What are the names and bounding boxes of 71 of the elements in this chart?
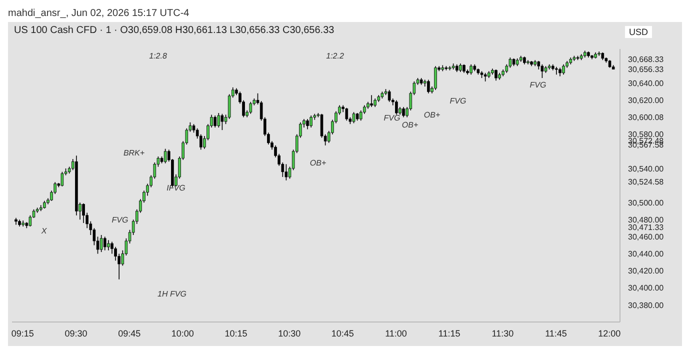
candlestick	[388, 90, 391, 102]
candlestick	[100, 234, 103, 252]
x-tick-label: 10:45	[331, 328, 354, 338]
y-tick-label: 30,524.58	[628, 177, 664, 186]
candlestick	[199, 134, 202, 150]
x-tick-label: 11:30	[492, 328, 514, 338]
x-tick-label: 10:00	[171, 328, 194, 338]
y-tick-label: 30,640.00	[628, 78, 664, 88]
annotation: X	[40, 226, 48, 236]
annotation: FVG	[110, 216, 130, 224]
annotation: BRK+	[122, 148, 146, 158]
y-tick-label: 30,600.08	[628, 113, 664, 122]
candlestick	[214, 115, 216, 128]
x-tick-label: 11:15	[438, 328, 460, 338]
candlestick	[370, 94, 373, 108]
y-tick-label: 30,620.00	[628, 96, 664, 106]
y-tick-label: 30,471.33	[628, 222, 664, 232]
x-tick-label: 09:15	[11, 328, 34, 338]
y-tick-label: 30,540.00	[628, 164, 664, 174]
candlestick	[107, 240, 110, 251]
chart-subtitle: mahdi_ansr_, Jun 02, 2026 15:17 UTC-4	[8, 8, 190, 21]
candlestick	[395, 100, 398, 116]
annotation: 1:2.8	[148, 52, 168, 60]
candlestick	[434, 66, 437, 90]
candlestick	[60, 171, 64, 187]
candlestick	[310, 115, 312, 128]
annotation: 1H FVG	[156, 290, 188, 298]
candlestick	[249, 101, 252, 114]
y-tick-label: 30,580.00	[628, 130, 664, 140]
x-tick-label: 11:45	[545, 328, 567, 338]
annotation: OB+	[422, 110, 442, 120]
candlestick	[540, 64, 544, 78]
annotation: OB+	[308, 158, 328, 168]
annotation: FVG	[382, 114, 402, 122]
candlestick	[494, 69, 498, 81]
annotation: 1:2.2	[325, 52, 345, 60]
candlestick	[402, 106, 405, 118]
y-tick-label: 30,440.00	[628, 250, 664, 259]
x-tick-label: 11:00	[385, 328, 407, 338]
candlestick	[220, 113, 224, 130]
candlestick	[555, 66, 558, 75]
candlestick	[470, 64, 472, 75]
candlestick	[284, 164, 288, 181]
x-tick-label: 09:45	[118, 328, 141, 338]
x-tick-label: 10:30	[278, 328, 301, 338]
candlestick	[217, 112, 220, 128]
candlestick	[28, 214, 32, 227]
annotation: OB+	[400, 120, 420, 130]
y-tick-label: 30,380.00	[628, 300, 664, 310]
y-tick-label: 30,656.33	[628, 65, 664, 74]
candlestick	[562, 64, 565, 75]
candlestick	[427, 79, 430, 94]
x-tick-label: 09:30	[64, 328, 88, 338]
y-tick-label: 30,400.00	[628, 284, 664, 293]
text: USD	[624, 26, 652, 38]
x-tick-label: 12:00	[598, 328, 621, 338]
annotation: FVG	[528, 80, 548, 90]
candlestick	[103, 236, 106, 251]
y-tick-label: 30,460.00	[628, 232, 664, 242]
candlestick	[352, 112, 356, 124]
candlestick	[164, 148, 167, 164]
chart-title: US 100 Cash CFD · 1 · O30,659.08 H30,661.13 L30,656.33 C30,656.33	[14, 25, 334, 36]
candlestick	[345, 107, 348, 122]
y-tick-label: 30,668.33	[628, 54, 664, 64]
annotation: FVG	[448, 96, 468, 106]
annotation: IFVG	[166, 184, 186, 192]
y-tick-label: 30,500.00	[628, 198, 664, 208]
y-tick-label: 30,420.00	[628, 266, 664, 276]
candlestick	[306, 118, 309, 130]
x-tick-label: 10:15	[224, 328, 248, 338]
y-tick-label: 30,480.00	[628, 215, 664, 224]
